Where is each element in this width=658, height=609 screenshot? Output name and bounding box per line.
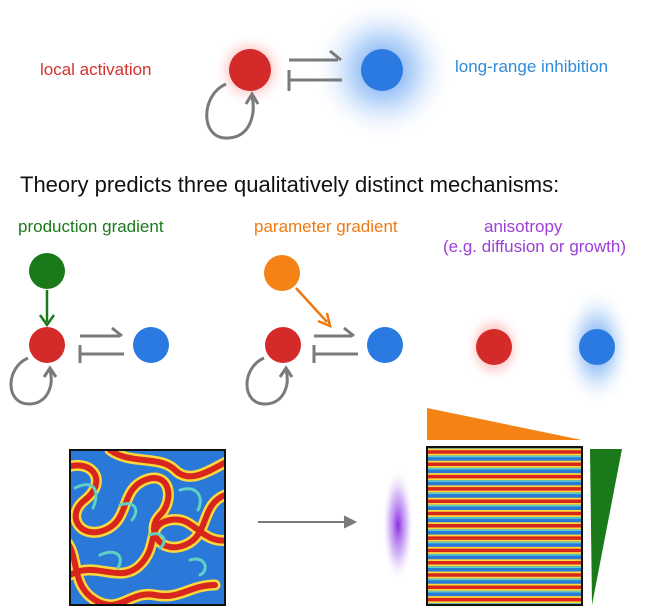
self-activation-loop xyxy=(205,82,255,140)
labyrinth-pattern xyxy=(70,450,225,605)
headline: Theory predicts three qualitatively dist… xyxy=(20,172,560,197)
activator-node xyxy=(476,329,512,365)
parameter-gradient-wedge xyxy=(427,408,582,440)
production-gradient-wedge xyxy=(590,449,622,605)
anisotropy-label: anisotropy xyxy=(484,217,563,236)
activator-node xyxy=(265,327,301,363)
stripe-pattern xyxy=(427,447,582,605)
top-motif xyxy=(205,0,455,142)
local-activation-label: local activation xyxy=(40,60,152,79)
activator-node xyxy=(229,49,271,91)
parameter-arrow xyxy=(295,287,328,323)
parameter-gradient-motif xyxy=(245,255,403,406)
production-gradient-label: production gradient xyxy=(18,217,164,236)
inhibitor-node xyxy=(133,327,169,363)
self-activation-loop xyxy=(9,356,53,406)
inhibitor-node xyxy=(579,329,615,365)
anisotropy-subtitle: (e.g. diffusion or growth) xyxy=(443,237,626,256)
production-gradient-motif xyxy=(9,253,169,406)
activator-node xyxy=(29,327,65,363)
self-activation-loop xyxy=(245,356,289,406)
stripe-frame xyxy=(426,446,583,606)
anisotropy-motif xyxy=(464,287,633,407)
transition-arrow xyxy=(258,515,358,529)
inhibitor-node xyxy=(361,49,403,91)
production-source-node xyxy=(29,253,65,289)
anisotropy-glow xyxy=(382,467,414,583)
parameter-source-node xyxy=(264,255,300,291)
long-range-inhibition-label: long-range inhibition xyxy=(455,57,609,76)
parameter-gradient-label: parameter gradient xyxy=(254,217,398,236)
inhibitor-node xyxy=(367,327,403,363)
labyrinth-frame xyxy=(69,449,226,606)
